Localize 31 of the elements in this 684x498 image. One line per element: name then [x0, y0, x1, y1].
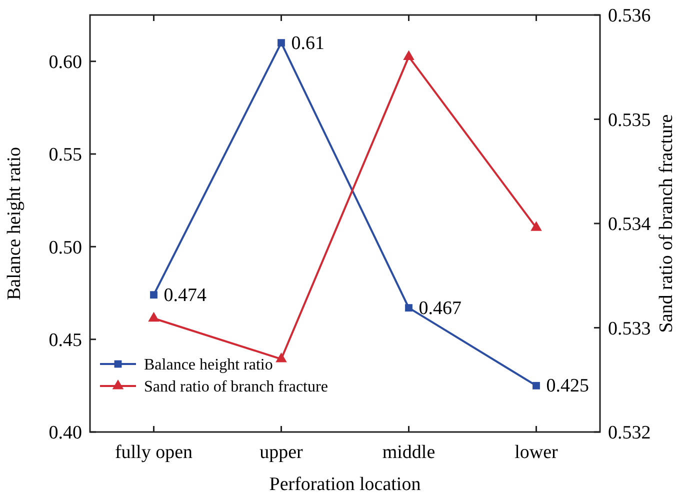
- data-label: 0.425: [546, 376, 589, 397]
- point: [405, 304, 412, 312]
- legend-label: Sand ratio of branch fracture: [144, 378, 328, 396]
- y-tick-label: 0.50: [48, 237, 82, 258]
- point: [148, 312, 160, 322]
- point: [278, 39, 285, 47]
- y2-tick-label: 0.535: [608, 110, 651, 131]
- point: [532, 382, 540, 390]
- y2-axis-title: Sand ratio of branch fracture: [656, 114, 677, 333]
- data-label: 0.474: [164, 284, 207, 306]
- x-tick-label: fully open: [114, 442, 194, 463]
- point: [150, 291, 158, 299]
- y2-tick-label: 0.536: [608, 6, 651, 27]
- x-axis-title: Perforation location: [269, 474, 422, 495]
- point: [403, 50, 414, 60]
- data-label: 0.61: [291, 32, 324, 54]
- x-tick-label: upper: [260, 442, 304, 463]
- data-label: 0.467: [418, 298, 462, 319]
- x-tick-label: lower: [514, 442, 559, 463]
- point: [530, 221, 542, 231]
- point: [276, 352, 287, 362]
- y-tick-label: 0.40: [48, 422, 82, 444]
- y2-tick-label: 0.533: [608, 318, 651, 340]
- legend-label: Balance height ratio: [144, 356, 273, 374]
- x-tick-label: middle: [382, 442, 436, 463]
- y-tick-label: 0.45: [48, 330, 82, 351]
- y-tick-label: 0.60: [48, 52, 82, 73]
- y2-tick-label: 0.534: [608, 214, 652, 236]
- y-tick-label: 0.55: [48, 144, 82, 166]
- y-axis-title: Balance height ratio: [4, 147, 25, 300]
- y2-tick-label: 0.532: [608, 422, 651, 444]
